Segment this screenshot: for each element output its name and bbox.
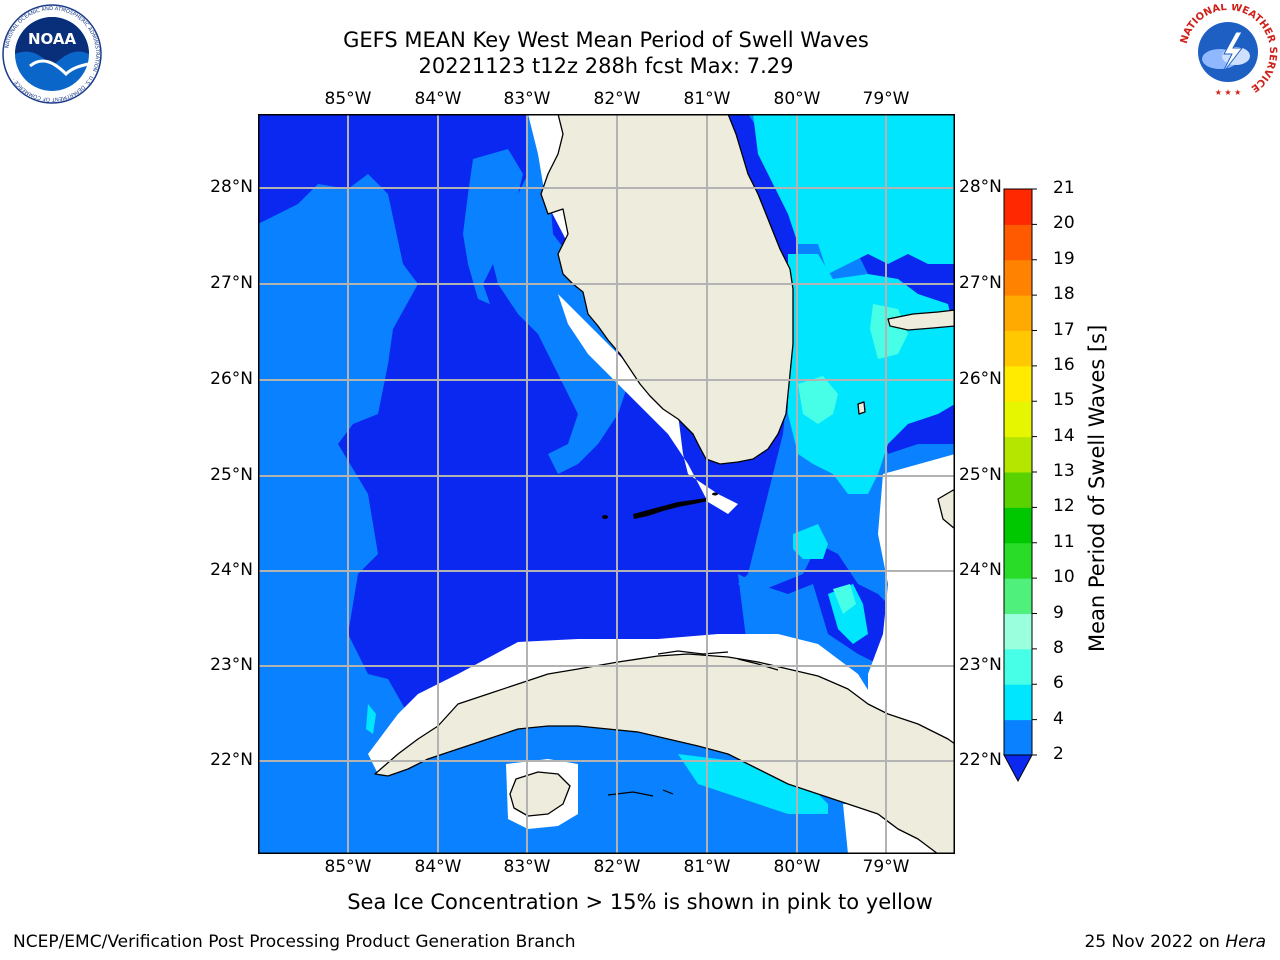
lat-label-right: 22°N — [959, 750, 1002, 770]
lon-label-bottom: 85°W — [324, 857, 372, 877]
colorbar-tick-label: 21 — [1053, 178, 1075, 198]
lat-label-left: 25°N — [210, 465, 253, 485]
lon-label-bottom: 81°W — [683, 857, 731, 877]
lat-label-left: 24°N — [210, 560, 253, 580]
land — [374, 114, 955, 854]
colorbar-tick-label: 14 — [1053, 425, 1075, 446]
noaa-logo: NATIONAL OCEANIC AND ATMOSPHERIC ADMINIS… — [2, 4, 102, 104]
colorbar-segment — [1004, 436, 1032, 473]
colorbar-segment — [1004, 189, 1032, 225]
colorbar-segment — [1004, 472, 1032, 508]
lon-label-bottom: 82°W — [593, 857, 641, 877]
colorbar-tick-label: 20 — [1053, 213, 1075, 234]
colorbar-tick-label: 6 — [1053, 673, 1064, 694]
colorbar-segment — [1004, 507, 1032, 544]
florida-keys — [602, 492, 718, 519]
colorbar-segment — [1004, 684, 1032, 721]
colorbar-tick-label: 8 — [1053, 637, 1064, 658]
machine-name: Hera — [1225, 932, 1266, 952]
chart-subtitle: 20221123 t12z 288h fcst Max: 7.29 — [418, 54, 794, 78]
colorbar-tick-label: 10 — [1053, 567, 1075, 588]
colorbar-tick-label: 19 — [1053, 248, 1075, 269]
lat-label-right: 27°N — [959, 273, 1002, 293]
colorbar-tick-label: 11 — [1053, 531, 1075, 552]
lat-label-left: 26°N — [210, 369, 253, 389]
lon-label-top: 81°W — [683, 89, 731, 109]
date-stamp: 25 Nov 2022 on Hera — [1084, 932, 1266, 952]
noaa-logo-text: NOAA — [28, 30, 77, 48]
nws-logo: NATIONAL WEATHER SERVICE ★ ★ ★ — [1178, 2, 1278, 100]
colorbar-segment — [1004, 578, 1032, 614]
colorbar-segment — [1004, 613, 1032, 650]
colorbar-tick-label: 18 — [1053, 284, 1075, 305]
colorbar-tick-label: 15 — [1053, 390, 1075, 411]
colorbar-tick-label: 9 — [1053, 602, 1064, 623]
lon-label-bottom: 80°W — [773, 857, 821, 877]
colorbar-tick-label: 16 — [1053, 354, 1075, 375]
colorbar-extend-min — [1003, 754, 1033, 783]
lon-label-bottom: 84°W — [414, 857, 462, 877]
lat-label-right: 25°N — [959, 465, 1002, 485]
credit-text: NCEP/EMC/Verification Post Processing Pr… — [13, 932, 576, 952]
lat-label-left: 27°N — [210, 273, 253, 293]
svg-text:★ ★ ★: ★ ★ ★ — [1215, 88, 1242, 97]
lon-label-top: 83°W — [503, 89, 551, 109]
lat-label-left: 23°N — [210, 655, 253, 675]
colorbar — [1003, 188, 1037, 783]
colorbar-segment — [1004, 330, 1032, 367]
colorbar-segment — [1004, 648, 1032, 685]
colorbar-segment — [1004, 224, 1032, 261]
graticule — [258, 114, 955, 854]
lat-label-left: 22°N — [210, 750, 253, 770]
colorbar-segment — [1004, 365, 1032, 402]
colorbar-tick-label: 12 — [1053, 496, 1075, 517]
colorbar-tick-label: 13 — [1053, 461, 1075, 481]
colorbar-tick-label: 17 — [1053, 319, 1075, 340]
lon-label-top: 80°W — [773, 89, 821, 109]
lat-label-left: 28°N — [210, 177, 253, 197]
lon-label-top: 84°W — [414, 89, 462, 109]
colorbar-segment — [1004, 259, 1032, 296]
colorbar-tick-label: 2 — [1053, 744, 1064, 764]
lon-label-top: 82°W — [593, 89, 641, 109]
lon-label-bottom: 79°W — [862, 857, 910, 877]
map-frame — [258, 114, 955, 854]
colorbar-segment — [1004, 542, 1032, 579]
lon-label-top: 79°W — [862, 89, 910, 109]
colorbar-tick-label: 4 — [1053, 708, 1064, 729]
lat-label-right: 26°N — [959, 369, 1002, 389]
colorbar-title: Mean Period of Swell Waves [s] — [1085, 324, 1109, 652]
date-text: 25 Nov 2022 on — [1084, 932, 1226, 952]
colorbar-segment — [1004, 719, 1032, 756]
sea-ice-note: Sea Ice Concentration > 15% is shown in … — [347, 890, 933, 914]
chart-title: GEFS MEAN Key West Mean Period of Swell … — [343, 28, 869, 52]
lat-label-right: 24°N — [959, 560, 1002, 580]
colorbar-segment — [1004, 295, 1032, 331]
lon-label-bottom: 83°W — [503, 857, 551, 877]
lat-label-right: 23°N — [959, 655, 1002, 675]
colorbar-segment — [1004, 401, 1032, 438]
map-plot — [258, 114, 955, 854]
lon-label-top: 85°W — [324, 89, 372, 109]
lat-label-right: 28°N — [959, 177, 1002, 197]
